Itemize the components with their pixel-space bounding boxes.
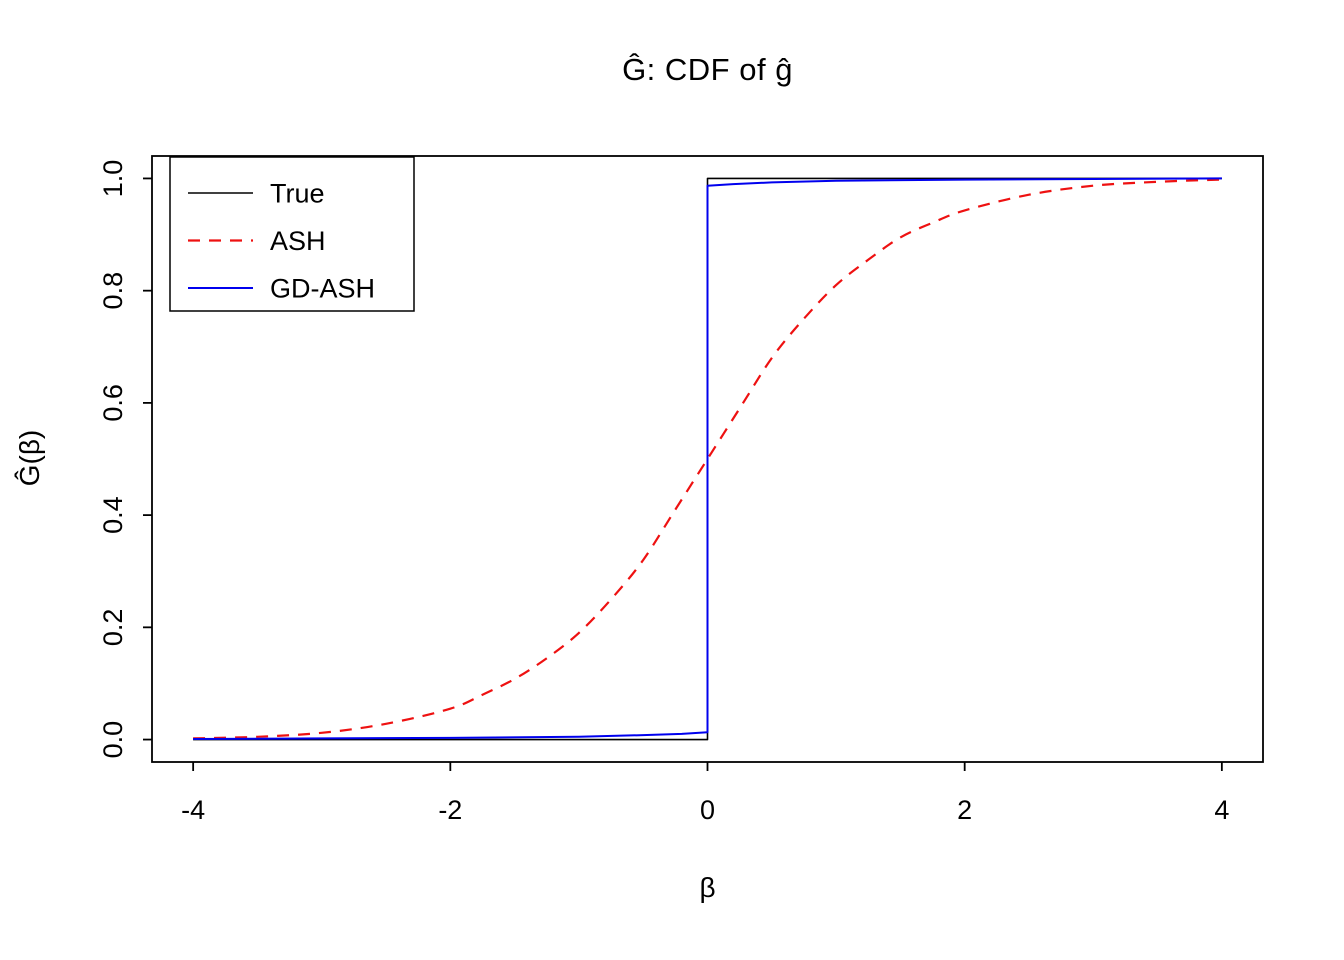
legend-label: True <box>270 179 325 209</box>
x-axis-label: β <box>699 872 716 903</box>
y-tick-label: 1.0 <box>98 160 128 198</box>
series-line-gd-ash <box>193 177 1222 740</box>
y-tick-label: 0.8 <box>98 272 128 310</box>
x-tick-label: -4 <box>181 795 205 825</box>
legend-box <box>169 156 415 312</box>
legend: True ASH GD-ASH <box>169 156 415 312</box>
chart-title: Ĝ: CDF of ĝ <box>622 52 793 87</box>
x-tick-label: 2 <box>957 795 972 825</box>
legend-entry: ASH <box>188 226 326 256</box>
y-tick-label: 0.6 <box>98 384 128 422</box>
x-tick-label: -2 <box>438 795 462 825</box>
y-tick-label: 0.0 <box>98 721 128 759</box>
legend-entry: True <box>188 179 325 209</box>
legend-entry: GD-ASH <box>188 274 375 304</box>
x-tick-label: 0 <box>700 795 715 825</box>
y-tick-label: 0.2 <box>98 609 128 647</box>
x-tick-label: 4 <box>1214 795 1229 825</box>
y-tick-label: 0.4 <box>98 496 128 534</box>
legend-label: ASH <box>270 226 326 256</box>
legend-label: GD-ASH <box>270 274 375 304</box>
